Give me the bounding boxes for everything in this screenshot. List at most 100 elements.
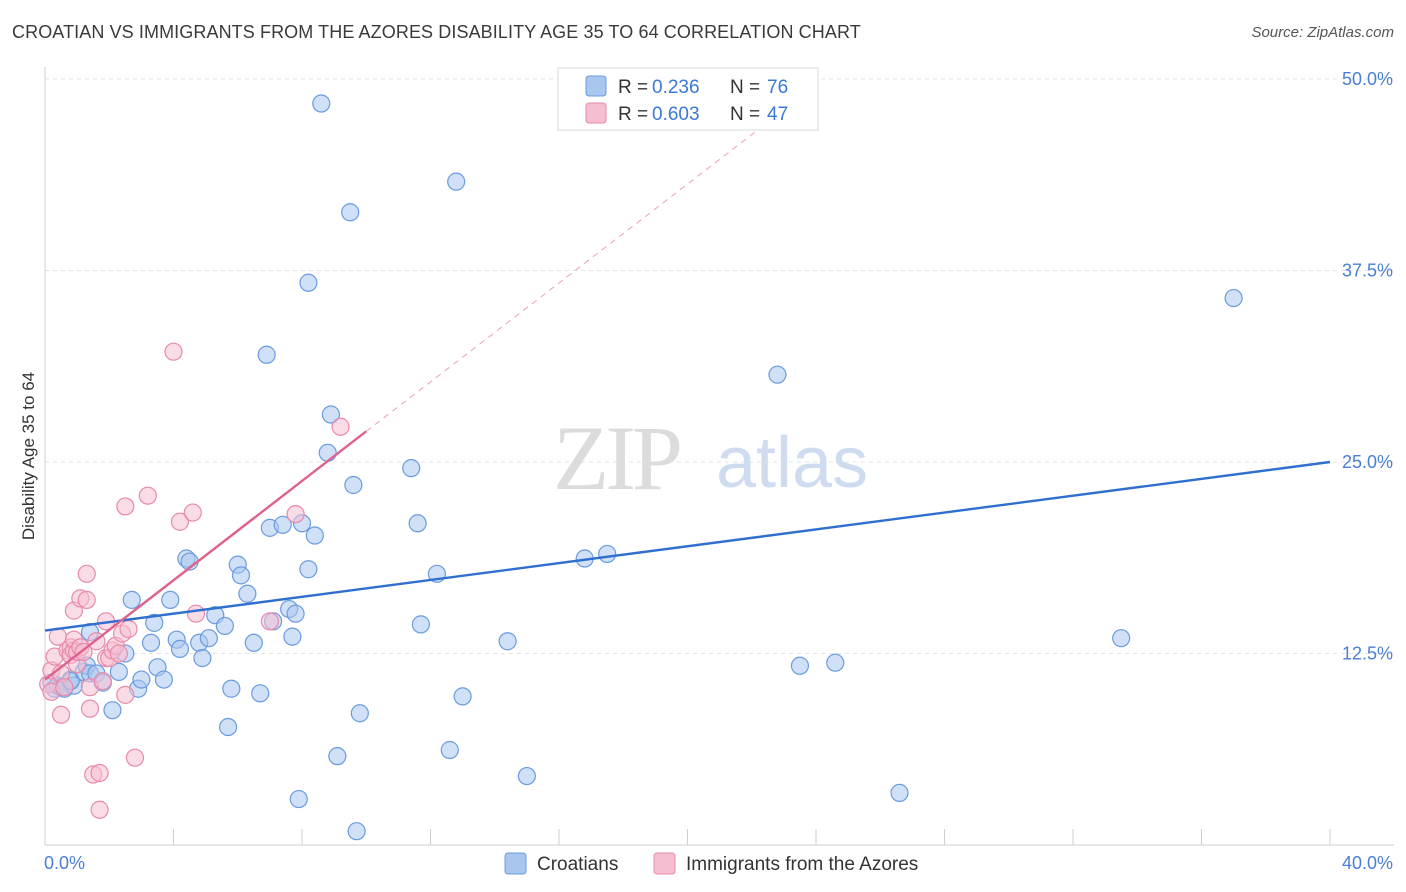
chart-title: CROATIAN VS IMMIGRANTS FROM THE AZORES D… [12,22,861,42]
croatians-point-57 [341,203,360,222]
croatians-point-75 [890,783,909,803]
azores-point-37 [119,619,138,639]
legend-label-croatians: Croatians [537,854,618,875]
croatians-point-30 [193,648,212,668]
azores-point-33 [109,644,128,663]
series-legend: Croatians Immigrants from the Azores [504,852,918,875]
stats-n-label-azores: N = [730,104,760,125]
croatians-point-53 [312,94,331,113]
croatians-point-56 [328,747,347,766]
croatians-point-19 [132,670,151,689]
croatians-point-39 [244,633,263,652]
trend-lines [44,116,1331,681]
stats-legend-swatch-azores [585,102,607,124]
croatians-point-44 [273,515,292,534]
stats-r-value-azores: 0.603 [652,104,700,125]
azores-point-46 [331,417,350,436]
stats-r-value-croatians: 0.236 [652,77,700,98]
croatians-point-73 [790,656,810,675]
x-tick-label-0: 0.0% [44,853,85,873]
croatians-point-58 [344,475,363,495]
croatians-point-24 [161,590,180,609]
croatians-point-21 [145,613,164,632]
azores-point-26 [90,800,109,819]
croatians-point-69 [517,766,536,786]
croatians-point-23 [154,670,173,689]
stats-legend-swatch-croatians [585,75,607,97]
y-tick-label-1: 25.0% [1342,452,1393,472]
croatians-point-74 [826,653,845,672]
croatians-point-65 [440,740,459,760]
croatians-point-35 [222,679,241,698]
croatians-point-67 [453,687,472,706]
croatians-point-50 [299,560,318,579]
y-tick-labels: 12.5% 25.0% 37.5% 50.0% [1342,69,1393,664]
y-tick-label-2: 37.5% [1342,261,1393,281]
croatians-point-68 [498,632,517,651]
croatians-point-71 [598,544,617,564]
azores-point-25 [90,763,109,783]
croatians-point-72 [768,365,787,384]
azores-point-41 [170,512,190,531]
croatians-point-59 [347,822,366,841]
croatians-point-14 [103,701,122,720]
croatians-trend-line [44,460,1331,632]
x-tick-labels: 0.0% 40.0% [44,853,1393,873]
legend-label-azores: Immigrants from the Azores [686,854,918,875]
azores-trend-line [44,430,367,681]
croatians-point-17 [122,590,141,609]
croatians-point-62 [408,514,427,533]
azores-point-20 [77,564,96,583]
croatians-point-26 [170,639,190,659]
azores-point-35 [116,497,135,516]
croatians-point-34 [219,717,238,737]
croatians-point-48 [289,789,308,809]
azores-point-43 [186,604,206,623]
azores-point-27 [93,671,112,691]
croatians-point-66 [447,172,466,191]
croatians-point-46 [283,627,302,646]
source-credit: Source: ZipAtlas.com [1251,24,1394,41]
stats-r-label-azores: R = [618,104,648,125]
croatians-point-63 [411,615,430,634]
watermark: ZIP atlas [553,407,868,509]
x-tick-label-1: 40.0% [1342,853,1393,873]
croatians-point-33 [215,616,234,636]
stats-n-value-croatians: 76 [767,77,788,98]
croatians-point-40 [251,684,270,703]
croatians-point-41 [257,345,276,364]
stats-legend: R = 0.236 N = 76 R = 0.603 N = 47 [557,67,819,131]
azores-point-44 [260,612,279,631]
watermark-atlas: atlas [716,423,868,503]
croatians-point-54 [318,443,337,462]
azores-point-21 [80,699,100,718]
stats-n-value-azores: 47 [767,104,788,125]
stats-n-label-croatians: N = [730,77,760,98]
azores-point-39 [138,486,157,505]
croatians-point-47 [286,604,305,623]
azores-point-6 [51,705,71,724]
croatians-point-15 [109,662,128,681]
azores-point-36 [116,685,135,704]
azores-point-19 [77,590,96,609]
azores-point-45 [286,504,305,524]
croatians-point-55 [321,405,341,424]
axes [44,67,1394,846]
croatians-point-61 [402,459,421,478]
croatians-point-51 [299,273,318,292]
y-tick-label-3: 50.0% [1342,69,1393,89]
stats-r-label-croatians: R = [618,77,648,98]
croatians-point-60 [350,704,369,723]
croatians-point-20 [141,633,161,652]
croatians-point-37 [231,566,251,585]
y-tick-label-0: 12.5% [1342,644,1393,664]
y-axis-label: Disability Age 35 to 64 [19,372,38,540]
azores-points [39,342,350,819]
azores-point-42 [183,503,202,522]
azores-point-38 [125,748,145,767]
croatians-point-76 [1112,629,1131,648]
legend-swatch-croatians [504,852,527,875]
legend-swatch-azores [653,852,676,875]
croatians-point-77 [1224,288,1243,308]
